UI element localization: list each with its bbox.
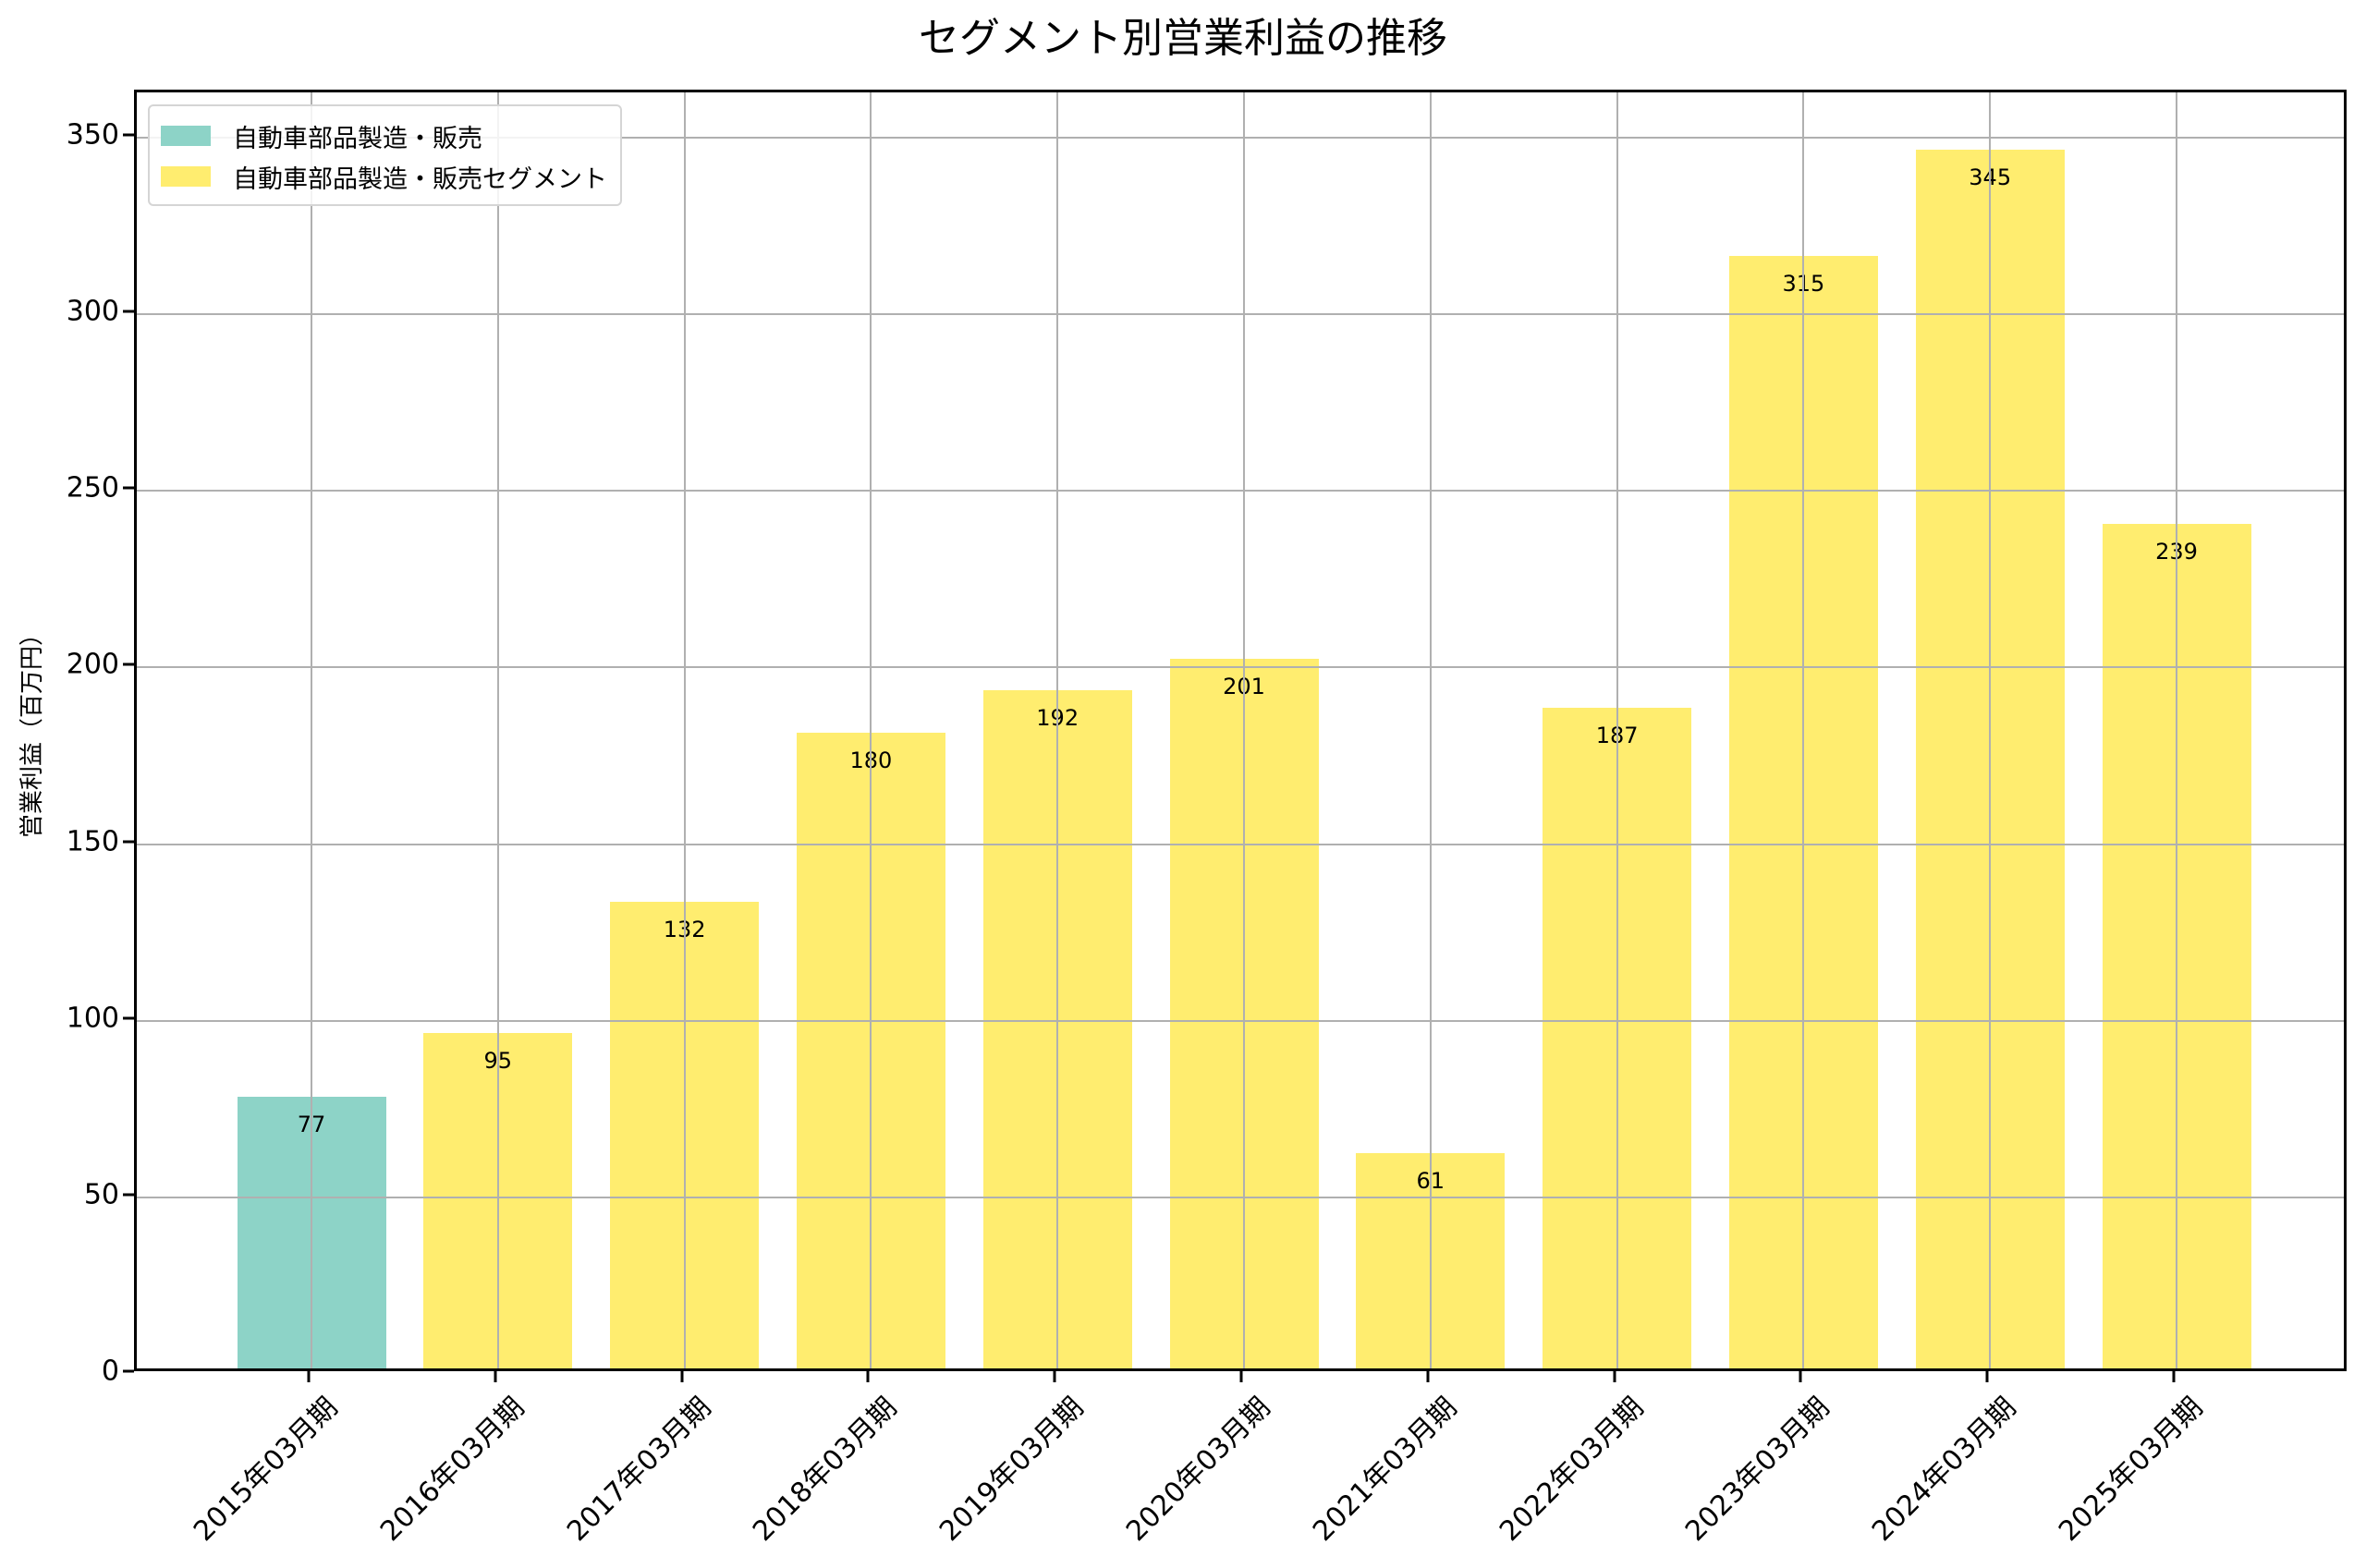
x-tick-label: 2016年03月期: [373, 1391, 531, 1549]
y-tick-mark: [123, 1193, 134, 1197]
legend-item-0: 自動車部品製造・販売: [161, 115, 607, 156]
gridline-x: [1616, 92, 1618, 1368]
gridline-y-overlay: [137, 843, 2344, 845]
x-tick-label: 2023年03月期: [1679, 1391, 1836, 1549]
gridline-x: [1243, 92, 1245, 1368]
legend-label-1: 自動車部品製造・販売セグメント: [233, 164, 607, 194]
x-tick-label: 2021年03月期: [1306, 1391, 1464, 1549]
x-tick-label: 2015年03月期: [188, 1391, 345, 1549]
y-tick-label: 350: [66, 118, 119, 152]
gridline-x: [1802, 92, 1805, 1368]
legend: 自動車部品製造・販売 自動車部品製造・販売セグメント: [148, 104, 622, 206]
gridline-x: [683, 92, 686, 1368]
x-tick-mark: [2172, 1371, 2176, 1382]
x-tick-label: 2024年03月期: [1866, 1391, 2023, 1549]
y-tick-mark: [123, 1369, 134, 1373]
legend-item-1: 自動車部品製造・販売セグメント: [161, 156, 607, 197]
gridline-x: [1989, 92, 1992, 1368]
gridline-y-overlay: [137, 1019, 2344, 1022]
x-tick-label: 2018年03月期: [747, 1391, 904, 1549]
y-tick-label: 300: [66, 295, 119, 328]
y-tick-mark: [123, 310, 134, 313]
gridline-x: [496, 92, 499, 1368]
x-tick-label: 2025年03月期: [2053, 1391, 2210, 1549]
x-tick-mark: [1053, 1371, 1056, 1382]
legend-swatch-1: [161, 166, 211, 187]
gridline-x: [311, 92, 312, 1368]
y-tick-label: 250: [66, 471, 119, 504]
x-tick-mark: [680, 1371, 684, 1382]
x-tick-label: 2017年03月期: [560, 1391, 717, 1549]
y-tick-mark: [123, 1016, 134, 1020]
gridline-y-overlay: [137, 136, 2344, 139]
x-tick-label: 2022年03月期: [1493, 1391, 1650, 1549]
gridline-y-overlay: [137, 490, 2344, 492]
x-tick-mark: [1613, 1371, 1616, 1382]
x-tick-label: 2019年03月期: [933, 1391, 1091, 1549]
y-tick-mark: [123, 486, 134, 490]
x-tick-mark: [1985, 1371, 1989, 1382]
x-tick-mark: [866, 1371, 870, 1382]
gridline-x: [2176, 92, 2177, 1368]
x-tick-mark: [1799, 1371, 1802, 1382]
y-tick-label: 50: [83, 1178, 119, 1211]
chart-title: セグメント別営業利益の推移: [919, 15, 1447, 62]
y-tick-mark: [123, 133, 134, 137]
y-tick-mark: [123, 840, 134, 844]
x-tick-label: 2020年03月期: [1120, 1391, 1277, 1549]
gridline-y-overlay: [137, 666, 2344, 669]
gridline-x: [1056, 92, 1059, 1368]
x-tick-mark: [307, 1371, 311, 1382]
y-tick-label: 100: [66, 1002, 119, 1035]
legend-label-0: 自動車部品製造・販売: [233, 124, 482, 153]
y-axis-label: 営業利益（百万円）: [18, 621, 46, 839]
gridline-x: [870, 92, 872, 1368]
gridline-y-overlay: [137, 1196, 2344, 1198]
x-tick-mark: [1426, 1371, 1430, 1382]
x-tick-mark: [494, 1371, 497, 1382]
gridline-x: [1429, 92, 1432, 1368]
x-tick-mark: [1239, 1371, 1243, 1382]
y-tick-label: 200: [66, 648, 119, 681]
plot-area: 779513218019220161187315345239 自動車部品製造・販…: [134, 90, 2347, 1371]
y-tick-mark: [123, 662, 134, 666]
y-tick-label: 0: [101, 1355, 119, 1388]
gridline-y-overlay: [137, 313, 2344, 316]
y-tick-label: 150: [66, 825, 119, 858]
legend-swatch-0: [161, 126, 211, 146]
